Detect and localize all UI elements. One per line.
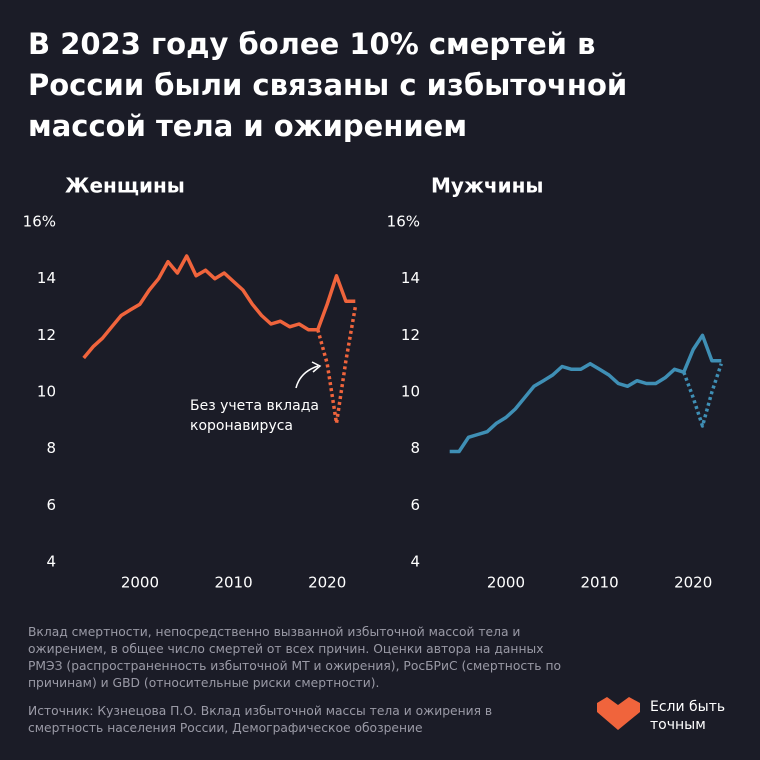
x-tick-label: 2000 bbox=[487, 574, 525, 592]
annotation-arrow bbox=[295, 365, 319, 389]
x-tick-label: 2010 bbox=[580, 574, 618, 592]
x-tick-label: 2020 bbox=[308, 574, 346, 592]
y-tick-label: 16% bbox=[23, 213, 56, 231]
source: Источник: Кузнецова П.О. Вклад избыточно… bbox=[28, 704, 493, 735]
line bbox=[82, 254, 356, 360]
panel-title: Женщины bbox=[65, 174, 185, 198]
page-title: В 2023 году более 10% смертей в России б… bbox=[28, 27, 628, 143]
brand-logo bbox=[597, 697, 640, 730]
annotation-arrowhead bbox=[311, 361, 322, 373]
y-tick-label: 10 bbox=[401, 383, 420, 401]
y-tick-label: 8 bbox=[410, 439, 420, 457]
annotation: Без учета вклада коронавируса bbox=[190, 398, 319, 434]
dotted-line bbox=[316, 306, 358, 425]
y-tick-label: 8 bbox=[46, 439, 56, 457]
brand: Если быть точным bbox=[650, 699, 726, 733]
x-tick-label: 2020 bbox=[674, 574, 712, 592]
y-tick-label: 6 bbox=[410, 496, 420, 514]
panel-title: Мужчины bbox=[431, 174, 544, 198]
dotted-line bbox=[682, 363, 723, 428]
y-tick-label: 4 bbox=[46, 553, 56, 571]
note: Вклад смертности, непосредственно вызван… bbox=[28, 625, 562, 690]
y-tick-label: 12 bbox=[37, 326, 56, 344]
y-tick-label: 10 bbox=[37, 383, 56, 401]
x-tick-label: 2010 bbox=[214, 574, 252, 592]
y-tick-label: 6 bbox=[46, 496, 56, 514]
y-tick-label: 14 bbox=[37, 269, 56, 287]
line bbox=[449, 333, 722, 454]
y-tick-label: 14 bbox=[401, 269, 420, 287]
y-tick-label: 4 bbox=[410, 553, 420, 571]
y-tick-label: 12 bbox=[401, 326, 420, 344]
y-tick-label: 16% bbox=[387, 213, 420, 231]
x-tick-label: 2000 bbox=[121, 574, 159, 592]
